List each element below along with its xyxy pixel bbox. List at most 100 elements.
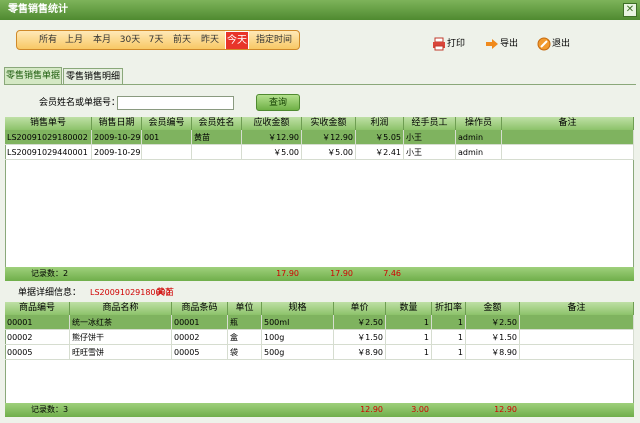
table-cell: [520, 345, 634, 360]
table-cell: 熊仔饼干: [70, 330, 172, 345]
table-cell: ￥5.05: [356, 130, 404, 145]
column-header: 销售单号: [5, 117, 92, 130]
table-row[interactable]: 00005 旺旺雪饼 00005 袋 500g ￥8.90 1 1 ￥8.90: [5, 345, 634, 360]
table-cell: 盒: [228, 330, 262, 345]
table-cell: [192, 145, 242, 160]
table-cell: 00005: [172, 345, 228, 360]
table-cell: 旺旺雪饼: [70, 345, 172, 360]
date-range-button[interactable]: 所有: [38, 35, 57, 45]
table-cell: 1: [386, 315, 432, 330]
date-range-button[interactable]: 昨天: [200, 35, 219, 45]
date-range-button[interactable]: 30天: [119, 35, 141, 45]
footer-total: 12.90: [494, 405, 517, 414]
table-cell: ￥8.90: [334, 345, 386, 360]
column-header: 销售日期: [92, 117, 142, 130]
column-header: 操作员: [456, 117, 502, 130]
tab[interactable]: 零售销售单据: [4, 67, 62, 84]
table-cell: 1: [432, 315, 466, 330]
table-row[interactable]: 00001 统一冰红茶 00001 瓶 500ml ￥2.50 1 1 ￥2.50: [5, 315, 634, 330]
column-header: 会员编号: [142, 117, 192, 130]
table-cell: [520, 315, 634, 330]
table-cell: ￥2.50: [466, 315, 520, 330]
table-footer: [5, 403, 634, 417]
column-header: 备注: [502, 117, 634, 130]
table-cell: 1: [432, 330, 466, 345]
print-icon: [433, 37, 445, 51]
date-range-button[interactable]: 上月: [64, 35, 83, 45]
table-cell: 黄苗: [192, 130, 242, 145]
table-cell: 小王: [404, 145, 456, 160]
table-cell: 500ml: [262, 315, 334, 330]
tab-divider: [4, 84, 636, 85]
footer-total: 17.90: [330, 269, 353, 278]
table-row[interactable]: LS20091029440001 2009-10-29 ￥5.00 ￥5.00 ￥2.4…: [5, 145, 634, 160]
footer-total: 17.90: [276, 269, 299, 278]
date-range-bar: 所有 上月 本月 30天 7天 前天 昨天 今天 指定时间: [16, 30, 300, 50]
date-range-button[interactable]: 前天: [172, 35, 191, 45]
search-button[interactable]: 查询: [256, 94, 300, 111]
detail-label: 单据详细信息：: [18, 288, 82, 298]
table-cell: ￥1.50: [466, 330, 520, 345]
title-bar: 零售销售统计: [0, 0, 640, 20]
toolbar-action[interactable]: 导出: [500, 39, 519, 49]
table-row[interactable]: 00002 熊仔饼干 00002 盒 100g ￥1.50 1 1 ￥1.50: [5, 330, 634, 345]
table-cell: 00002: [172, 330, 228, 345]
table-cell: 001: [142, 130, 192, 145]
column-header: 利润: [356, 117, 404, 130]
table-row[interactable]: LS20091029180002 2009-10-29 001 黄苗 ￥12.90 ￥12…: [5, 130, 634, 145]
table-cell: 1: [386, 330, 432, 345]
table-cell: ￥12.90: [302, 130, 356, 145]
table-cell: [142, 145, 192, 160]
column-header: 单价: [334, 302, 386, 315]
date-range-button[interactable]: 本月: [92, 35, 111, 45]
column-header: 规格: [262, 302, 334, 315]
date-range-button[interactable]: 指定时间: [255, 35, 292, 45]
footer-total: 12.90: [360, 405, 383, 414]
table-cell: 袋: [228, 345, 262, 360]
table-cell: 00001: [5, 315, 70, 330]
table-cell: 小王: [404, 130, 456, 145]
detail-order-no: LS20091029180002: [90, 288, 171, 297]
column-header: 金额: [466, 302, 520, 315]
table-cell: 2009-10-29: [92, 130, 142, 145]
table-cell: 统一冰红茶: [70, 315, 172, 330]
column-header: 应收金额: [242, 117, 302, 130]
table-cell: ￥1.50: [334, 330, 386, 345]
toolbar-action[interactable]: 打印: [447, 39, 466, 49]
table-cell: ￥5.00: [302, 145, 356, 160]
table-cell: ￥5.00: [242, 145, 302, 160]
toolbar-action[interactable]: 退出: [552, 39, 571, 49]
export-icon: [486, 39, 498, 49]
table-cell: ￥2.41: [356, 145, 404, 160]
column-header: 商品名称: [70, 302, 172, 315]
table-cell: ￥12.90: [242, 130, 302, 145]
table-cell: 1: [432, 345, 466, 360]
date-range-button[interactable]: 7天: [148, 35, 164, 45]
table-cell: admin: [456, 130, 502, 145]
column-header: 经手员工: [404, 117, 456, 130]
table-cell: 2009-10-29: [92, 145, 142, 160]
table-cell: [520, 330, 634, 345]
search-label: 会员姓名或单据号：: [39, 98, 121, 108]
table-cell: 00001: [172, 315, 228, 330]
footer-total: 3.00: [411, 405, 429, 414]
column-header: 数量: [386, 302, 432, 315]
column-header: 实收金额: [302, 117, 356, 130]
table-footer: [5, 267, 634, 281]
table-cell: [502, 130, 634, 145]
column-header: 备注: [520, 302, 634, 315]
column-header: 折扣率: [432, 302, 466, 315]
table-cell: ￥8.90: [466, 345, 520, 360]
column-header: 会员姓名: [192, 117, 242, 130]
column-header: 商品条码: [172, 302, 228, 315]
table-cell: 00005: [5, 345, 70, 360]
footer-total: 7.46: [383, 269, 401, 278]
detail-member: 黄苗: [156, 288, 175, 298]
search-input[interactable]: [117, 96, 234, 110]
tab[interactable]: 零售销售明细: [63, 68, 123, 84]
column-header: 商品编号: [5, 302, 70, 315]
close-button[interactable]: ✕: [623, 3, 637, 17]
date-range-button[interactable]: 今天: [225, 31, 249, 49]
table-cell: 1: [386, 345, 432, 360]
